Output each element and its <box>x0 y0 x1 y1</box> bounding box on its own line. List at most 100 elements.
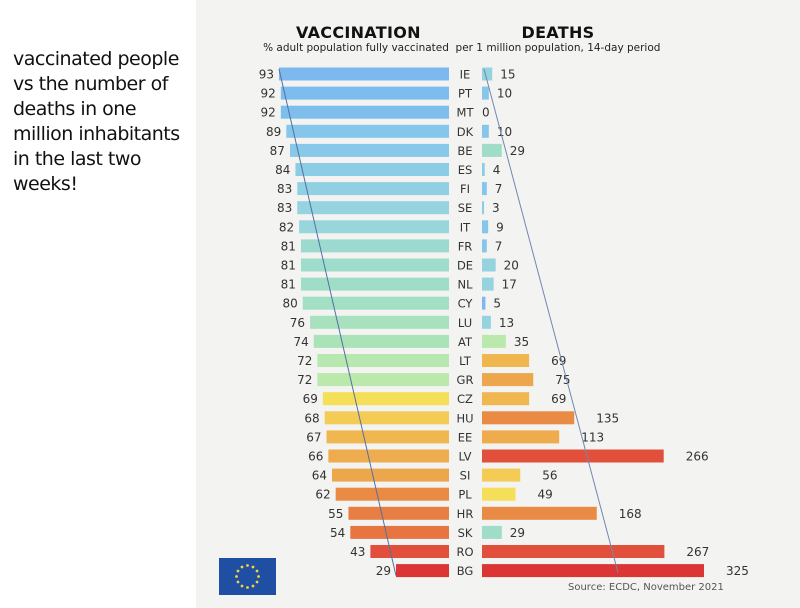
vaccination-value-label: 81 <box>281 239 296 253</box>
country-code-label: PT <box>458 87 473 101</box>
deaths-bar-cz <box>482 392 530 406</box>
vaccination-bar-mt <box>280 105 449 119</box>
eu-star-icon <box>240 565 244 569</box>
vaccination-value-label: 93 <box>259 68 274 82</box>
deaths-bar-be <box>482 143 502 157</box>
deaths-value-label: 49 <box>537 488 552 502</box>
deaths-bar-fr <box>482 239 487 253</box>
deaths-value-label: 69 <box>551 392 566 406</box>
deaths-value-label: 10 <box>497 87 512 101</box>
eu-star-icon <box>251 565 255 569</box>
country-code-label: FR <box>458 239 473 253</box>
vaccination-value-label: 80 <box>282 297 297 311</box>
vaccination-bar-nl <box>300 277 449 291</box>
vaccination-bar-pt <box>280 86 449 100</box>
deaths-bar-pl <box>482 487 516 501</box>
vaccination-value-label: 87 <box>270 144 285 158</box>
deaths-value-label: 3 <box>492 201 500 215</box>
vaccination-bar-cz <box>322 392 449 406</box>
deaths-value-label: 13 <box>499 316 514 330</box>
deaths-value-label: 266 <box>686 450 709 464</box>
vaccination-bar-dk <box>286 124 449 138</box>
infographic-panel <box>196 0 800 608</box>
vaccination-bar-hr <box>348 506 449 520</box>
country-code-label: CY <box>458 297 474 311</box>
deaths-bar-dk <box>482 124 489 138</box>
country-code-label: DE <box>457 259 473 273</box>
country-code-label: AT <box>458 335 473 349</box>
country-code-label: FI <box>460 182 470 196</box>
eu-star-icon <box>235 575 238 578</box>
vaccination-bar-fi <box>297 182 449 196</box>
deaths-bar-ro <box>482 545 665 558</box>
vaccination-value-label: 72 <box>297 373 312 387</box>
deaths-value-label: 5 <box>493 297 501 311</box>
country-code-label: NL <box>457 278 473 292</box>
vaccination-bar-hu <box>324 411 449 425</box>
vaccination-bar-si <box>332 468 449 482</box>
eu-flag-icon <box>219 558 276 595</box>
deaths-value-label: 29 <box>510 526 525 540</box>
vaccination-value-label: 67 <box>306 430 321 444</box>
vaccination-value-label: 82 <box>279 220 294 234</box>
vaccination-bar-de <box>300 258 449 272</box>
eu-star-icon <box>236 580 240 584</box>
eu-star-icon <box>251 584 255 588</box>
country-code-label: MT <box>457 106 475 120</box>
deaths-value-label: 20 <box>504 259 519 273</box>
deaths-bar-se <box>482 201 485 215</box>
eu-star-icon <box>246 564 249 567</box>
caption-text: vaccinated people vs the number of death… <box>13 48 180 195</box>
deaths-value-label: 29 <box>510 144 525 158</box>
vaccination-value-label: 84 <box>275 163 290 177</box>
vaccination-value-label: 64 <box>312 469 327 483</box>
deaths-trend-line <box>483 68 619 573</box>
vaccination-value-label: 55 <box>328 507 343 521</box>
deaths-bar-lu <box>482 315 491 329</box>
vaccination-bar-lv <box>328 449 449 463</box>
country-code-label: EE <box>458 430 473 444</box>
deaths-bar-si <box>482 468 521 482</box>
vaccination-value-label: 92 <box>261 106 276 120</box>
vaccination-value-label: 89 <box>266 125 281 139</box>
vaccination-value-label: 74 <box>293 335 308 349</box>
deaths-bar-lv <box>482 449 664 463</box>
deaths-value-label: 113 <box>581 430 604 444</box>
deaths-bar-gr <box>482 373 534 387</box>
vaccination-value-label: 54 <box>330 526 345 540</box>
vaccination-bar-bg <box>395 564 449 578</box>
deaths-bar-sk <box>482 525 502 539</box>
deaths-bar-lt <box>482 354 530 367</box>
country-code-label: GR <box>457 373 474 387</box>
vaccination-value-label: 92 <box>261 87 276 101</box>
eu-star-icon <box>236 569 240 573</box>
country-code-label: ES <box>458 163 473 177</box>
deaths-value-label: 4 <box>493 163 501 177</box>
country-code-label: DK <box>457 125 474 139</box>
deaths-bar-cy <box>482 296 486 310</box>
country-code-label: SE <box>458 201 473 215</box>
deaths-value-label: 35 <box>514 335 529 349</box>
deaths-title: DEATHS <box>521 23 595 42</box>
vaccination-title: VACCINATION <box>296 23 421 42</box>
country-code-label: RO <box>456 545 473 559</box>
deaths-value-label: 15 <box>500 68 515 82</box>
vaccination-value-label: 83 <box>277 182 292 196</box>
vaccination-bar-ro <box>370 545 449 558</box>
country-code-label: LU <box>458 316 472 330</box>
deaths-value-label: 0 <box>482 106 490 120</box>
deaths-bar-nl <box>482 277 494 291</box>
country-code-label: PL <box>458 488 472 502</box>
vaccination-bar-at <box>313 334 449 348</box>
deaths-value-label: 17 <box>502 278 517 292</box>
vaccination-bar-gr <box>317 373 449 387</box>
deaths-value-label: 7 <box>495 182 503 196</box>
vaccination-value-label: 72 <box>297 354 312 368</box>
country-code-label: CZ <box>457 392 473 406</box>
country-code-label: HU <box>456 411 473 425</box>
deaths-value-label: 168 <box>619 507 642 521</box>
eu-star-icon <box>240 584 244 588</box>
vaccination-value-label: 68 <box>304 411 319 425</box>
deaths-bar-ie <box>482 67 493 81</box>
